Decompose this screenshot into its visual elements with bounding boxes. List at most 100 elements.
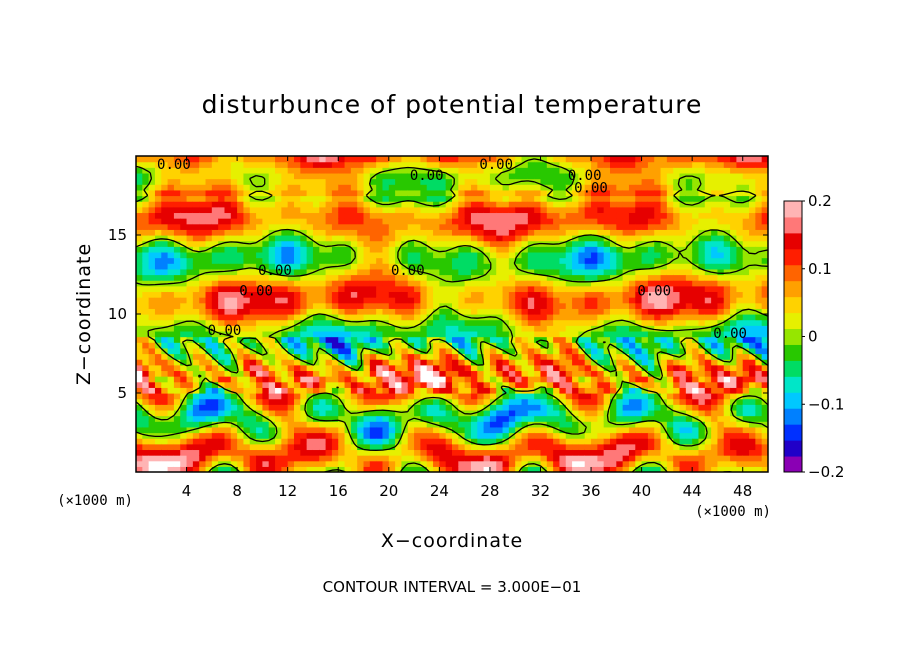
heatmap-cell	[578, 172, 586, 180]
heatmap-cell	[559, 376, 567, 383]
heatmap-cell	[376, 409, 384, 417]
heatmap-cell	[148, 302, 156, 309]
heatmap-cell	[420, 466, 428, 472]
heatmap-cell	[211, 156, 219, 163]
heatmap-cell	[325, 398, 333, 405]
heatmap-cell	[603, 178, 611, 185]
heatmap-cell	[673, 257, 681, 264]
heatmap-cell	[249, 438, 257, 445]
heatmap-cell	[382, 218, 390, 225]
heatmap-cell	[439, 206, 447, 214]
heatmap-cell	[199, 223, 207, 230]
heatmap-cell	[344, 432, 352, 439]
heatmap-cell	[534, 364, 542, 372]
heatmap-cell	[357, 359, 365, 366]
heatmap-cell	[534, 251, 542, 259]
heatmap-cell	[489, 359, 497, 366]
heatmap-cell	[268, 426, 276, 434]
heatmap-cell	[483, 336, 491, 343]
heatmap-cell	[660, 387, 668, 394]
heatmap-cell	[268, 274, 276, 281]
heatmap-cell	[224, 398, 232, 405]
heatmap-cell	[610, 167, 617, 174]
heatmap-cell	[199, 466, 207, 472]
heatmap-cell	[470, 370, 478, 377]
heatmap-cell	[572, 432, 579, 439]
heatmap-cell	[470, 302, 478, 309]
heatmap-cell	[382, 466, 390, 472]
heatmap-cell	[161, 376, 169, 383]
heatmap-cell	[584, 274, 592, 281]
heatmap-cell	[565, 426, 573, 434]
heatmap-cell	[243, 438, 251, 445]
heatmap-cell	[483, 302, 491, 309]
heatmap-cell	[641, 156, 649, 163]
heatmap-cell	[230, 387, 238, 394]
heatmap-cell	[249, 393, 257, 400]
heatmap-cell	[287, 195, 295, 202]
heatmap-cell	[300, 172, 308, 180]
heatmap-cell	[496, 455, 504, 462]
heatmap-cell	[616, 280, 624, 287]
heatmap-cell	[433, 353, 440, 360]
heatmap-cell	[439, 330, 447, 338]
heatmap-cell	[452, 229, 459, 236]
heatmap-cell	[136, 393, 143, 400]
heatmap-cell	[376, 212, 384, 219]
heatmap-cell	[192, 342, 200, 349]
heatmap-cell	[294, 189, 301, 197]
heatmap-cell	[591, 319, 598, 326]
heatmap-cell	[616, 353, 624, 360]
heatmap-cell	[161, 161, 169, 168]
heatmap-cell	[578, 466, 586, 472]
heatmap-cell	[692, 274, 700, 281]
heatmap-cell	[312, 201, 320, 208]
heatmap-cell	[439, 393, 447, 400]
heatmap-cell	[344, 161, 352, 168]
heatmap-cell	[439, 421, 447, 428]
heatmap-cell	[363, 161, 371, 168]
heatmap-cell	[205, 167, 213, 174]
heatmap-cell	[660, 302, 668, 309]
heatmap-cell	[679, 449, 687, 456]
heatmap-cell	[521, 370, 529, 377]
heatmap-cell	[565, 291, 573, 298]
heatmap-cell	[249, 325, 257, 332]
heatmap-cell	[540, 398, 548, 405]
heatmap-cell	[515, 268, 523, 276]
heatmap-cell	[540, 370, 548, 377]
heatmap-cell	[647, 370, 655, 377]
heatmap-cell	[136, 432, 143, 439]
heatmap-cell	[452, 285, 459, 293]
heatmap-cell	[306, 218, 314, 225]
heatmap-cell	[363, 297, 371, 304]
heatmap-cell	[363, 409, 371, 417]
heatmap-cell	[154, 336, 162, 343]
heatmap-cell	[287, 172, 295, 180]
heatmap-cell	[470, 314, 478, 321]
heatmap-cell	[464, 161, 472, 168]
heatmap-cell	[344, 404, 352, 411]
heatmap-cell	[540, 432, 548, 439]
heatmap-cell	[464, 184, 472, 191]
heatmap-cell	[540, 302, 548, 309]
heatmap-cell	[666, 240, 674, 247]
heatmap-cell	[218, 206, 226, 214]
heatmap-cell	[610, 336, 617, 343]
heatmap-cell	[256, 268, 263, 276]
heatmap-cell	[199, 297, 207, 304]
heatmap-cell	[673, 291, 681, 298]
heatmap-cell	[502, 257, 510, 264]
heatmap-cell	[698, 415, 706, 422]
heatmap-cell	[350, 393, 358, 400]
heatmap-cell	[199, 432, 207, 439]
heatmap-cell	[199, 189, 207, 197]
heatmap-cell	[635, 455, 643, 462]
heatmap-cell	[458, 376, 466, 383]
heatmap-cell	[572, 195, 579, 202]
heatmap-cell	[445, 466, 453, 472]
heatmap-cell	[142, 353, 150, 360]
heatmap-cell	[660, 449, 668, 456]
heatmap-cell	[426, 308, 434, 315]
heatmap-cell	[312, 229, 320, 236]
